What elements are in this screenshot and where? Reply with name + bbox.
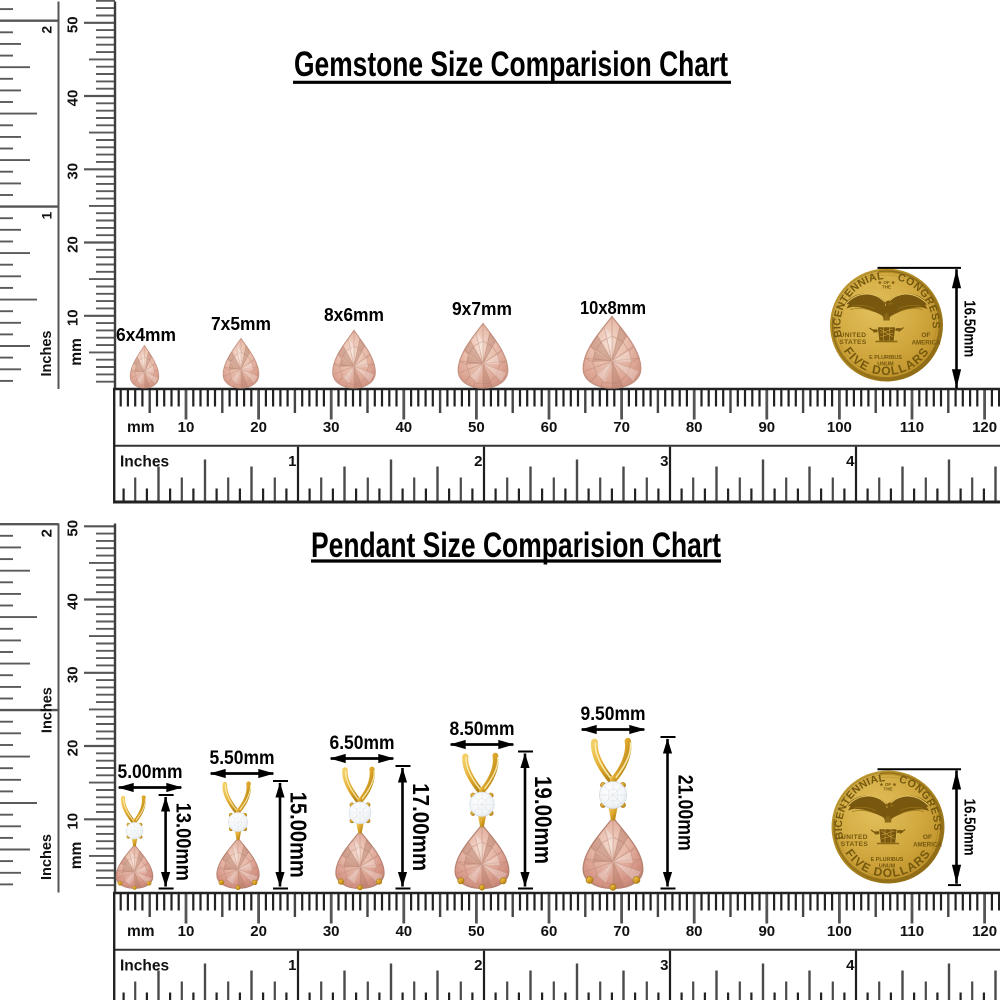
svg-text:10: 10 [65,309,82,326]
svg-text:5.50mm: 5.50mm [210,747,275,769]
svg-text:8x6mm: 8x6mm [324,304,384,325]
svg-text:1: 1 [288,957,296,974]
svg-text:4: 4 [846,957,855,974]
svg-text:2: 2 [474,453,482,470]
svg-text:Gemstone Size Comparision Char: Gemstone Size Comparision Chart [294,45,728,84]
svg-text:40: 40 [65,593,82,610]
svg-text:2: 2 [474,957,482,974]
svg-text:2: 2 [39,529,56,537]
svg-text:Inches: Inches [40,687,56,733]
svg-text:mm: mm [68,842,85,870]
svg-text:Inches: Inches [120,958,169,975]
svg-text:9x7mm: 9x7mm [452,298,512,319]
svg-text:20: 20 [250,419,267,436]
svg-text:80: 80 [686,923,703,940]
svg-text:8.50mm: 8.50mm [450,718,515,740]
svg-text:2: 2 [39,26,55,34]
svg-text:60: 60 [541,923,558,940]
svg-text:70: 70 [613,419,630,436]
svg-text:70: 70 [613,923,630,940]
svg-text:20: 20 [250,923,267,940]
svg-text:10: 10 [178,419,195,436]
svg-text:16.50mm: 16.50mm [961,799,978,856]
svg-text:50: 50 [468,923,485,940]
svg-text:20: 20 [65,236,82,253]
svg-text:17.00mm: 17.00mm [408,783,434,871]
svg-text:5.00mm: 5.00mm [118,761,183,783]
svg-text:10: 10 [65,813,82,830]
svg-text:mm: mm [68,338,85,366]
svg-text:Pendant Size Comparision Chart: Pendant Size Comparision Chart [311,526,721,565]
svg-text:1: 1 [39,211,55,219]
svg-text:mm: mm [127,923,155,940]
svg-text:120: 120 [972,419,997,436]
svg-text:120: 120 [972,923,997,940]
svg-text:mm: mm [127,419,155,436]
svg-text:19.00mm: 19.00mm [529,776,556,864]
svg-text:40: 40 [65,90,82,107]
svg-text:3: 3 [660,453,668,470]
svg-text:Inches: Inches [120,454,169,471]
svg-text:30: 30 [65,163,82,180]
svg-text:50: 50 [65,16,82,33]
svg-text:16.50mm: 16.50mm [961,300,978,357]
svg-text:50: 50 [65,520,82,537]
svg-text:1: 1 [288,453,296,470]
svg-text:6.50mm: 6.50mm [330,732,395,754]
svg-text:60: 60 [541,419,558,436]
svg-text:9.50mm: 9.50mm [581,703,646,725]
svg-text:50: 50 [468,419,485,436]
svg-text:4: 4 [846,453,855,470]
svg-text:3: 3 [660,957,668,974]
svg-text:21.00mm: 21.00mm [673,775,697,851]
svg-text:15.00mm: 15.00mm [285,792,311,878]
svg-text:110: 110 [900,419,924,436]
svg-text:Inches: Inches [39,834,55,880]
svg-text:90: 90 [758,923,775,940]
svg-text:100: 100 [827,419,852,436]
svg-text:10x8mm: 10x8mm [580,297,646,318]
svg-text:10: 10 [178,923,195,940]
svg-text:90: 90 [758,419,775,436]
svg-text:30: 30 [65,666,82,683]
svg-text:20: 20 [65,740,82,757]
svg-text:13.00mm: 13.00mm [172,803,195,881]
svg-text:30: 30 [323,923,340,940]
svg-text:80: 80 [686,419,703,436]
svg-text:Inches: Inches [39,331,55,377]
svg-text:7x5mm: 7x5mm [211,313,271,334]
svg-text:100: 100 [827,923,852,940]
svg-text:30: 30 [323,419,340,436]
svg-text:110: 110 [900,923,924,940]
svg-text:6x4mm: 6x4mm [116,324,176,345]
svg-text:40: 40 [395,923,412,940]
svg-text:40: 40 [395,419,412,436]
